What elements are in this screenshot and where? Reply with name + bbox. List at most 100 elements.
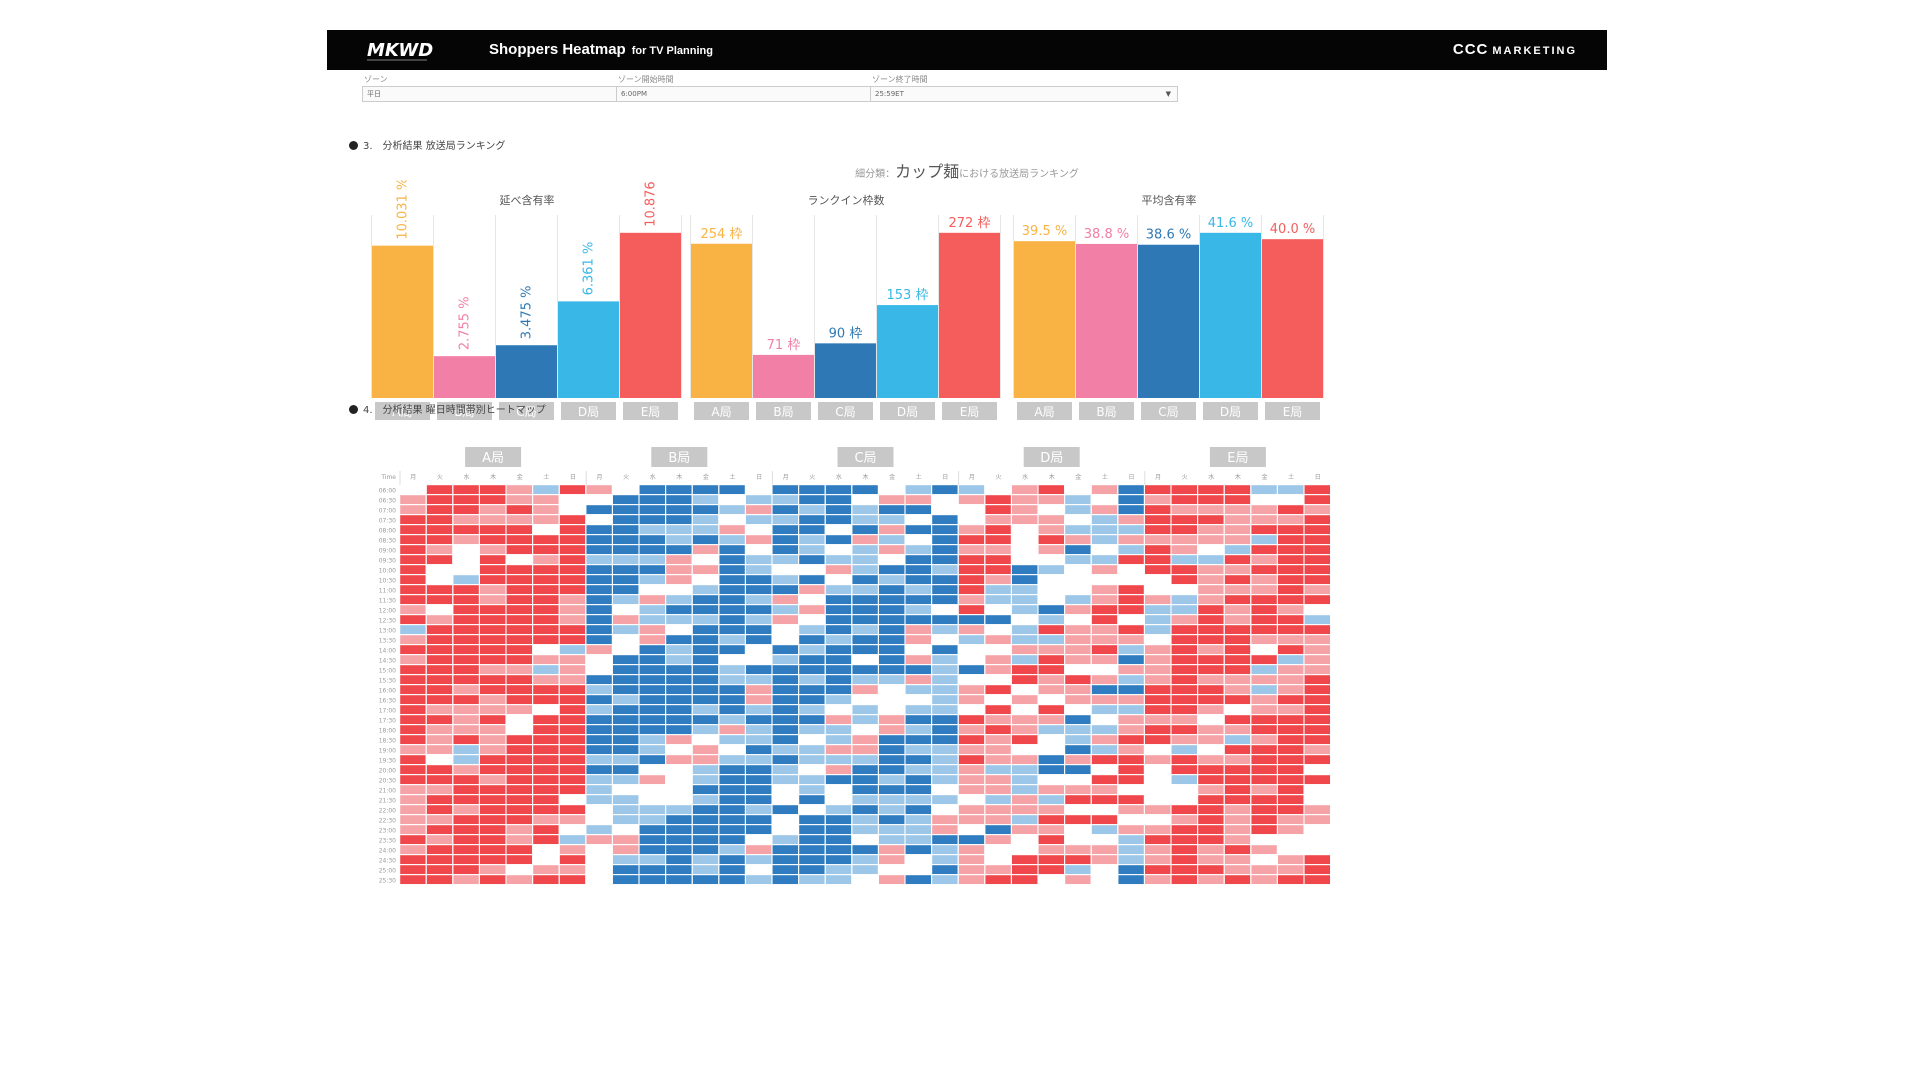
heatmap-cell — [1197, 874, 1224, 885]
heatmap-cell — [452, 714, 480, 725]
heatmap-cell — [1304, 484, 1331, 495]
heatmap-cell — [1144, 544, 1171, 555]
heatmap-cell — [1011, 684, 1038, 695]
heatmap-cell — [1064, 484, 1091, 495]
heatmap-cell — [772, 814, 799, 825]
heatmap-cell — [1144, 564, 1171, 575]
heatmap-cell — [452, 504, 480, 515]
heatmap-cell — [586, 584, 613, 595]
heatmap-cell — [639, 744, 666, 755]
heatmap-cell — [1144, 834, 1171, 845]
heatmap-cell — [1277, 794, 1304, 805]
heatmap-cell — [1038, 764, 1065, 775]
heatmap-cell — [1171, 864, 1198, 875]
heatmap-cell — [1144, 714, 1171, 725]
heatmap-cell — [745, 694, 772, 705]
heatmap-cell — [1011, 824, 1038, 835]
heatmap-cell — [1224, 674, 1251, 685]
heatmap-cell — [745, 614, 772, 625]
heatmap-cell — [985, 674, 1012, 685]
heatmap-cell — [1224, 824, 1251, 835]
heatmap-cell — [1091, 654, 1118, 665]
heatmap-cell — [426, 584, 453, 595]
heatmap-cell — [452, 774, 480, 785]
heatmap-cell — [719, 744, 746, 755]
heatmap-cell — [931, 554, 958, 565]
heatmap-day-label: 土 — [729, 473, 735, 481]
heatmap-station-label: A局 — [482, 451, 504, 466]
heatmap-cell — [958, 804, 985, 815]
heatmap-cell — [1011, 584, 1038, 595]
heatmap-cell — [825, 504, 852, 515]
heatmap-cell — [612, 774, 639, 785]
heatmap-cell — [639, 684, 666, 695]
heatmap-cell — [931, 764, 958, 775]
heatmap-cell — [479, 504, 506, 515]
heatmap-cell — [639, 754, 666, 765]
heatmap-cell — [772, 554, 799, 565]
heatmap-cell — [852, 854, 879, 865]
heatmap-cell — [852, 584, 879, 595]
heatmap-cell — [1171, 504, 1198, 515]
heatmap-cell — [1277, 784, 1304, 795]
bar-C局 — [496, 345, 557, 398]
heatmap-cell — [532, 784, 559, 795]
heatmap-cell — [1197, 744, 1224, 755]
heatmap-cell — [612, 614, 639, 625]
heatmap-cell — [665, 654, 692, 665]
heatmap-cell — [692, 724, 719, 735]
heatmap-cell — [1251, 724, 1278, 735]
heatmap-cell — [1091, 724, 1118, 735]
heatmap-time-label: 23:00 — [379, 828, 396, 835]
heatmap-cell — [426, 774, 453, 785]
heatmap-cell — [798, 834, 825, 845]
heatmap-cell — [506, 494, 533, 505]
heatmap-cell — [772, 724, 799, 735]
filter-zone-select[interactable]: 平日 ▼ — [362, 86, 670, 102]
heatmap-cell — [452, 654, 480, 665]
heatmap-time-label: 18:30 — [379, 738, 396, 745]
heatmap-cell — [798, 854, 825, 865]
heatmap-cell — [1277, 554, 1304, 565]
heatmap-cell — [1011, 844, 1038, 855]
heatmap-cell — [559, 694, 586, 705]
heatmap-cell — [586, 794, 613, 805]
heatmap-cell — [1277, 864, 1304, 875]
heatmap-cell — [426, 714, 453, 725]
heatmap-cell — [1251, 624, 1278, 635]
heatmap-cell — [772, 844, 799, 855]
heatmap-cell — [1011, 774, 1038, 785]
heatmap-cell — [798, 554, 825, 565]
heatmap-cell — [772, 624, 799, 635]
heatmap-cell — [1224, 754, 1251, 765]
heatmap-cell — [719, 684, 746, 695]
heatmap-cell — [772, 854, 799, 865]
heatmap-cell — [692, 644, 719, 655]
filter-end-select[interactable]: 25:59ET ▼ — [870, 86, 1178, 102]
heatmap-cell — [825, 584, 852, 595]
heatmap-cell — [1118, 554, 1145, 565]
heatmap-cell — [878, 734, 905, 745]
heatmap-cell — [1251, 744, 1278, 755]
heatmap-cell — [1224, 564, 1251, 575]
heatmap-cell — [612, 494, 639, 505]
heatmap-cell — [905, 604, 932, 615]
heatmap-cell — [586, 784, 613, 795]
heatmap-cell — [506, 554, 533, 565]
heatmap-cell — [1277, 534, 1304, 545]
heatmap-cell — [931, 634, 958, 645]
heatmap-cell — [1304, 544, 1331, 555]
heatmap-cell — [452, 674, 480, 685]
heatmap-cell — [532, 524, 559, 535]
bar-value-label: 10.031 % — [396, 180, 411, 240]
heatmap-time-label: 08:00 — [379, 528, 396, 535]
heatmap-cell — [1171, 784, 1198, 795]
bar-A局 — [372, 245, 433, 398]
heatmap-time-label: 14:30 — [379, 658, 396, 665]
heatmap-cell — [852, 684, 879, 695]
heatmap-cell — [798, 754, 825, 765]
heatmap-cell — [532, 534, 559, 545]
heatmap-cell — [905, 784, 932, 795]
heatmap-cell — [1197, 784, 1224, 795]
bar-value-label: 71 枠 — [767, 338, 801, 353]
